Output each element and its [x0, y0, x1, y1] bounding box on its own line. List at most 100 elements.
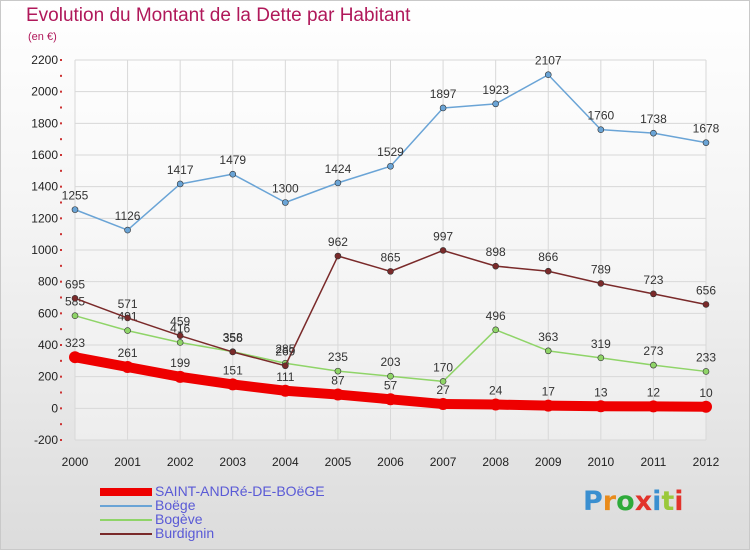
- data-label: 1126: [115, 209, 141, 223]
- data-label: 111: [276, 370, 295, 384]
- logo-letter: o: [616, 486, 635, 517]
- x-tick-label: 2006: [377, 455, 404, 469]
- data-label: 866: [538, 250, 558, 264]
- x-tick-label: 2001: [114, 455, 141, 469]
- logo-letter: r: [602, 486, 617, 517]
- logo-letter: P: [583, 486, 603, 517]
- data-label: 87: [331, 374, 345, 388]
- data-point: [387, 268, 394, 275]
- y-tick-label: 1200: [31, 211, 58, 225]
- data-point: [282, 199, 289, 206]
- data-label: 285: [275, 342, 295, 356]
- data-label: 2107: [535, 54, 562, 68]
- data-label: 789: [591, 262, 611, 276]
- data-point: [702, 301, 710, 308]
- y-tick-label: 1600: [31, 148, 58, 162]
- data-point: [437, 398, 450, 411]
- legend-label: Burdignin: [155, 525, 215, 541]
- data-label: 235: [328, 350, 348, 364]
- x-tick-label: 2004: [272, 455, 299, 469]
- y-tick-label: 1000: [31, 243, 58, 257]
- data-point: [544, 347, 552, 355]
- data-point: [387, 162, 394, 170]
- data-label: 459: [170, 315, 190, 329]
- x-tick-label: 2012: [693, 455, 720, 469]
- data-point: [331, 388, 344, 401]
- data-point: [334, 252, 342, 260]
- data-point: [174, 370, 187, 383]
- logo-letter: i: [674, 486, 684, 517]
- legend-label: SAINT-ANDRé-DE-BOëGE: [155, 483, 325, 499]
- data-point: [176, 332, 184, 339]
- data-point: [544, 267, 552, 275]
- data-label: 962: [328, 235, 348, 249]
- logo-letter: x: [634, 486, 653, 517]
- data-label: 571: [118, 297, 138, 311]
- data-label: 1897: [430, 87, 457, 101]
- data-point: [542, 399, 555, 412]
- x-tick-label: 2008: [482, 455, 509, 469]
- legend-swatch: [100, 533, 152, 535]
- data-point: [387, 372, 394, 380]
- legend-swatch: [100, 505, 152, 507]
- data-label: 1738: [640, 112, 667, 126]
- legend-label: Bogève: [155, 511, 203, 527]
- data-label: 170: [433, 360, 453, 374]
- data-label: 1424: [325, 162, 352, 176]
- data-point: [71, 312, 79, 320]
- data-label: 356: [223, 331, 243, 345]
- y-tick-label: 2000: [31, 85, 58, 99]
- legend-swatch: [100, 488, 152, 496]
- data-label: 261: [118, 346, 138, 360]
- y-tick-label: -200: [34, 433, 58, 447]
- logo-letter: t: [661, 486, 675, 517]
- data-point: [492, 326, 499, 334]
- data-point: [176, 180, 184, 188]
- logo-letter: i: [652, 486, 662, 517]
- y-tick-label: 600: [38, 306, 58, 320]
- data-label: 273: [643, 344, 663, 358]
- x-tick-label: 2002: [167, 455, 194, 469]
- y-tick-label: 400: [38, 338, 58, 352]
- data-label: 358: [223, 331, 243, 345]
- data-point: [334, 179, 342, 187]
- y-tick-label: 200: [38, 370, 58, 384]
- x-tick-label: 2009: [535, 455, 562, 469]
- x-tick-label: 2005: [325, 455, 352, 469]
- x-tick-label: 2000: [62, 455, 89, 469]
- data-label: 323: [65, 336, 85, 350]
- data-point: [124, 314, 131, 322]
- data-point: [124, 327, 131, 334]
- data-label: 24: [489, 384, 503, 398]
- data-point: [121, 361, 134, 374]
- data-label: 1678: [693, 122, 720, 136]
- data-point: [597, 280, 605, 287]
- data-label: 1923: [482, 83, 509, 97]
- data-label: 363: [538, 330, 558, 344]
- data-point: [279, 384, 292, 397]
- data-point: [492, 262, 499, 270]
- data-point: [594, 400, 607, 413]
- data-point: [229, 348, 237, 356]
- data-point: [282, 362, 289, 370]
- x-tick-label: 2007: [430, 455, 457, 469]
- data-label: 17: [542, 385, 556, 399]
- data-label: 695: [65, 277, 85, 291]
- data-label: 57: [384, 378, 398, 392]
- y-tick-label: 0: [51, 401, 58, 415]
- data-label: 1760: [587, 109, 614, 123]
- legend-swatch: [100, 519, 152, 521]
- data-label: 203: [380, 355, 400, 369]
- data-label: 151: [223, 363, 243, 377]
- data-label: 865: [380, 250, 400, 264]
- y-tick-label: 1400: [31, 180, 58, 194]
- data-point: [71, 294, 79, 302]
- data-point: [544, 71, 552, 79]
- x-tick-label: 2003: [219, 455, 246, 469]
- legend-label: Boëge: [155, 497, 196, 513]
- data-label: 10: [699, 386, 713, 400]
- data-point: [384, 393, 397, 406]
- data-point: [334, 367, 342, 375]
- x-tick-label: 2010: [587, 455, 614, 469]
